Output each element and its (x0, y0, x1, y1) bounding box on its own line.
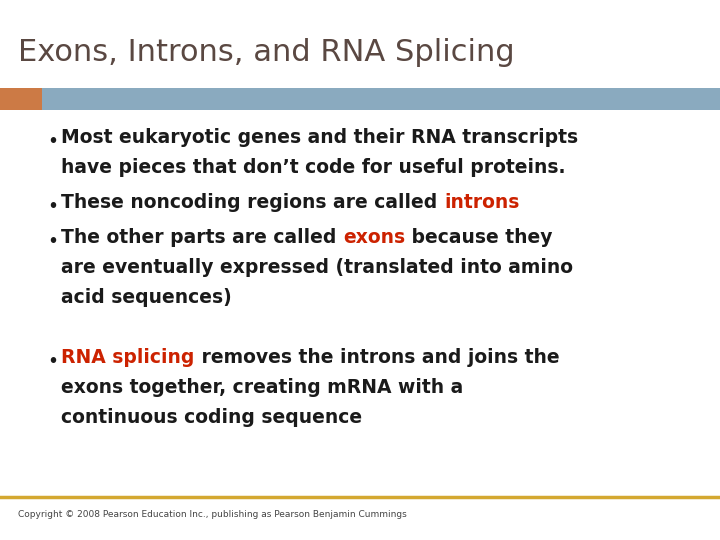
Text: have pieces that don’t code for useful proteins.: have pieces that don’t code for useful p… (61, 158, 566, 177)
Text: exons together, creating mRNA with a: exons together, creating mRNA with a (61, 378, 464, 397)
Text: •: • (47, 197, 58, 216)
Text: continuous coding sequence: continuous coding sequence (61, 408, 362, 427)
Text: are eventually expressed (translated into amino: are eventually expressed (translated int… (61, 258, 573, 277)
Text: acid sequences): acid sequences) (61, 288, 232, 307)
Text: RNA splicing: RNA splicing (61, 348, 194, 367)
Text: •: • (47, 132, 58, 151)
Text: introns: introns (444, 193, 519, 212)
Bar (42, 88, 720, 110)
Text: •: • (47, 352, 58, 371)
Text: because they: because they (405, 228, 553, 247)
Text: exons: exons (343, 228, 405, 247)
Text: removes the introns and joins the: removes the introns and joins the (194, 348, 559, 367)
Text: Copyright © 2008 Pearson Education Inc., publishing as Pearson Benjamin Cummings: Copyright © 2008 Pearson Education Inc.,… (18, 510, 407, 519)
Bar (0, 88, 42, 110)
Text: •: • (47, 232, 58, 251)
Text: Most eukaryotic genes and their RNA transcripts: Most eukaryotic genes and their RNA tran… (61, 128, 578, 147)
Text: The other parts are called: The other parts are called (61, 228, 343, 247)
Text: Exons, Introns, and RNA Splicing: Exons, Introns, and RNA Splicing (18, 38, 515, 67)
Text: These noncoding regions are called: These noncoding regions are called (61, 193, 444, 212)
